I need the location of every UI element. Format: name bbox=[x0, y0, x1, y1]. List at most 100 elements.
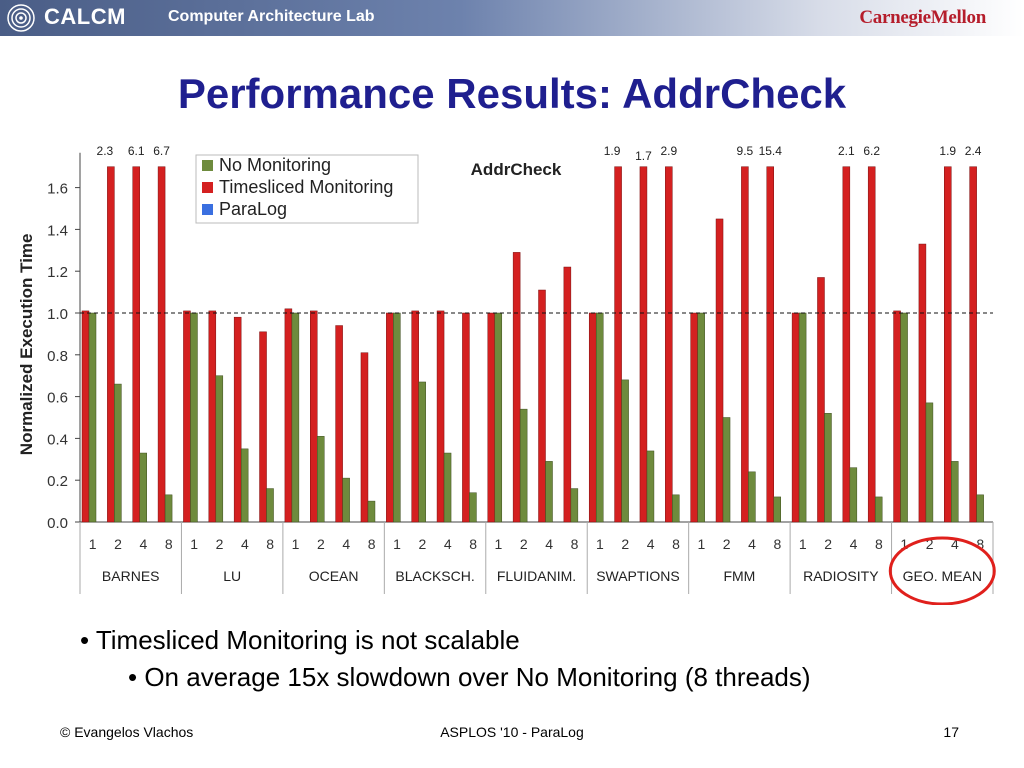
bar-timesliced bbox=[538, 289, 546, 523]
bar-timesliced bbox=[791, 312, 800, 523]
bar-timesliced bbox=[183, 310, 191, 523]
data-label: 1.9 bbox=[604, 144, 621, 158]
y-tick-label: 1.4 bbox=[47, 222, 68, 239]
addrcheck-bar-chart: 0.0 0.2 0.4 0.6 0.8 1.0 1.2 1.4 1.6 Normalized Ex… bbox=[17, 144, 996, 605]
bar-timesliced bbox=[690, 312, 698, 523]
data-label: 15.4 bbox=[759, 144, 783, 158]
x-tick-label: 2 bbox=[824, 536, 832, 552]
bar-timesliced bbox=[665, 166, 673, 523]
bar-timesliced bbox=[867, 166, 876, 523]
group-label: OCEAN bbox=[309, 568, 359, 584]
x-tick-label: 2 bbox=[216, 536, 224, 552]
x-tick-label: 1 bbox=[697, 536, 705, 552]
x-tick-label: 2 bbox=[520, 536, 528, 552]
bar-no-monitoring bbox=[545, 461, 553, 523]
bar-timesliced bbox=[842, 166, 851, 523]
x-tick-label: 1 bbox=[393, 536, 401, 552]
group-label: RADIOSITY bbox=[803, 568, 879, 584]
bar-no-monitoring bbox=[342, 477, 350, 523]
bar-timesliced bbox=[715, 218, 724, 523]
bar-no-monitoring bbox=[748, 471, 756, 523]
x-tick-label: 8 bbox=[266, 536, 274, 552]
bar-no-monitoring bbox=[824, 413, 832, 523]
group-label: FLUIDANIM. bbox=[497, 568, 576, 584]
x-tick-label: 4 bbox=[951, 536, 959, 552]
bar-timesliced bbox=[918, 243, 927, 523]
bar-no-monitoring bbox=[874, 496, 883, 523]
x-tick-label: 4 bbox=[140, 536, 148, 552]
bar-no-monitoring bbox=[722, 417, 731, 523]
y-tick-label: 1.2 bbox=[47, 264, 68, 281]
bar-no-monitoring bbox=[164, 494, 173, 523]
x-tick-label: 1 bbox=[495, 536, 503, 552]
bar-no-monitoring bbox=[494, 312, 503, 523]
bar-no-monitoring bbox=[240, 448, 249, 523]
bar-no-monitoring bbox=[367, 500, 376, 523]
bar-no-monitoring bbox=[418, 381, 426, 523]
x-tick-label: 4 bbox=[342, 536, 350, 552]
bar-timesliced bbox=[487, 312, 496, 523]
bar-no-monitoring bbox=[951, 461, 959, 523]
data-label: 2.4 bbox=[965, 144, 982, 158]
bar-timesliced bbox=[614, 166, 622, 523]
university-logo: CarnegieMellon bbox=[859, 7, 986, 28]
bar-timesliced bbox=[208, 310, 217, 523]
bar-no-monitoring bbox=[570, 488, 579, 523]
bar-timesliced bbox=[944, 166, 952, 523]
x-tick-label: 8 bbox=[165, 536, 173, 552]
highlight-circle bbox=[888, 536, 996, 605]
x-tick-label: 4 bbox=[748, 536, 756, 552]
bar-no-monitoring bbox=[519, 408, 528, 523]
bar-no-monitoring bbox=[900, 312, 908, 523]
bar-no-monitoring bbox=[925, 402, 934, 523]
x-tick-label: 8 bbox=[368, 536, 376, 552]
y-tick-label: 0.6 bbox=[47, 390, 68, 407]
bar-timesliced bbox=[259, 331, 267, 523]
x-tick-label: 8 bbox=[672, 536, 680, 552]
legend-label: ParaLog bbox=[219, 199, 287, 219]
x-tick-label: 2 bbox=[621, 536, 629, 552]
y-tick-label: 0.4 bbox=[47, 431, 68, 448]
data-label: 2.9 bbox=[660, 144, 677, 158]
bar-no-monitoring bbox=[621, 379, 629, 523]
bar-no-monitoring bbox=[798, 312, 807, 523]
x-tick-label: 4 bbox=[241, 536, 249, 552]
x-tick-label: 8 bbox=[774, 536, 782, 552]
bar-timesliced bbox=[310, 310, 318, 523]
legend-label: Timesliced Monitoring bbox=[219, 177, 393, 197]
bar-no-monitoring bbox=[697, 312, 705, 523]
x-tick-label: 1 bbox=[596, 536, 604, 552]
x-tick-label: 8 bbox=[976, 536, 984, 552]
lab-name: Computer Architecture Lab bbox=[168, 8, 375, 25]
data-label: 9.5 bbox=[737, 144, 754, 158]
bar-no-monitoring bbox=[646, 450, 655, 523]
x-tick-label: 4 bbox=[545, 536, 553, 552]
data-label: 2.1 bbox=[838, 144, 855, 158]
bar-no-monitoring bbox=[595, 312, 604, 523]
bar-timesliced bbox=[893, 310, 901, 523]
chart-title: AddrCheck bbox=[471, 160, 562, 179]
bar-no-monitoring bbox=[443, 452, 452, 523]
bar-timesliced bbox=[157, 166, 166, 523]
x-tick-label: 4 bbox=[647, 536, 655, 552]
bar-no-monitoring bbox=[291, 312, 300, 523]
y-tick-label: 1.6 bbox=[47, 181, 68, 198]
bar-timesliced bbox=[462, 312, 470, 523]
logo-text: CALCM bbox=[44, 4, 126, 29]
bar-timesliced bbox=[411, 310, 419, 523]
y-axis-title: Normalized Execution Time bbox=[17, 233, 36, 455]
bar-timesliced bbox=[512, 252, 521, 523]
bar-timesliced bbox=[766, 166, 774, 523]
x-tick-label: 1 bbox=[900, 536, 908, 552]
group-label: GEO. MEAN bbox=[903, 568, 982, 584]
group-label: BARNES bbox=[102, 568, 160, 584]
calcm-logo-icon bbox=[7, 4, 35, 32]
bar-timesliced bbox=[639, 166, 648, 523]
x-tick-label: 4 bbox=[444, 536, 452, 552]
legend-swatch bbox=[202, 160, 213, 171]
bar-timesliced bbox=[563, 266, 572, 523]
bar-timesliced bbox=[386, 312, 394, 523]
bar-timesliced bbox=[817, 277, 825, 523]
data-label: 1.9 bbox=[939, 144, 956, 158]
bar-timesliced bbox=[81, 310, 90, 523]
